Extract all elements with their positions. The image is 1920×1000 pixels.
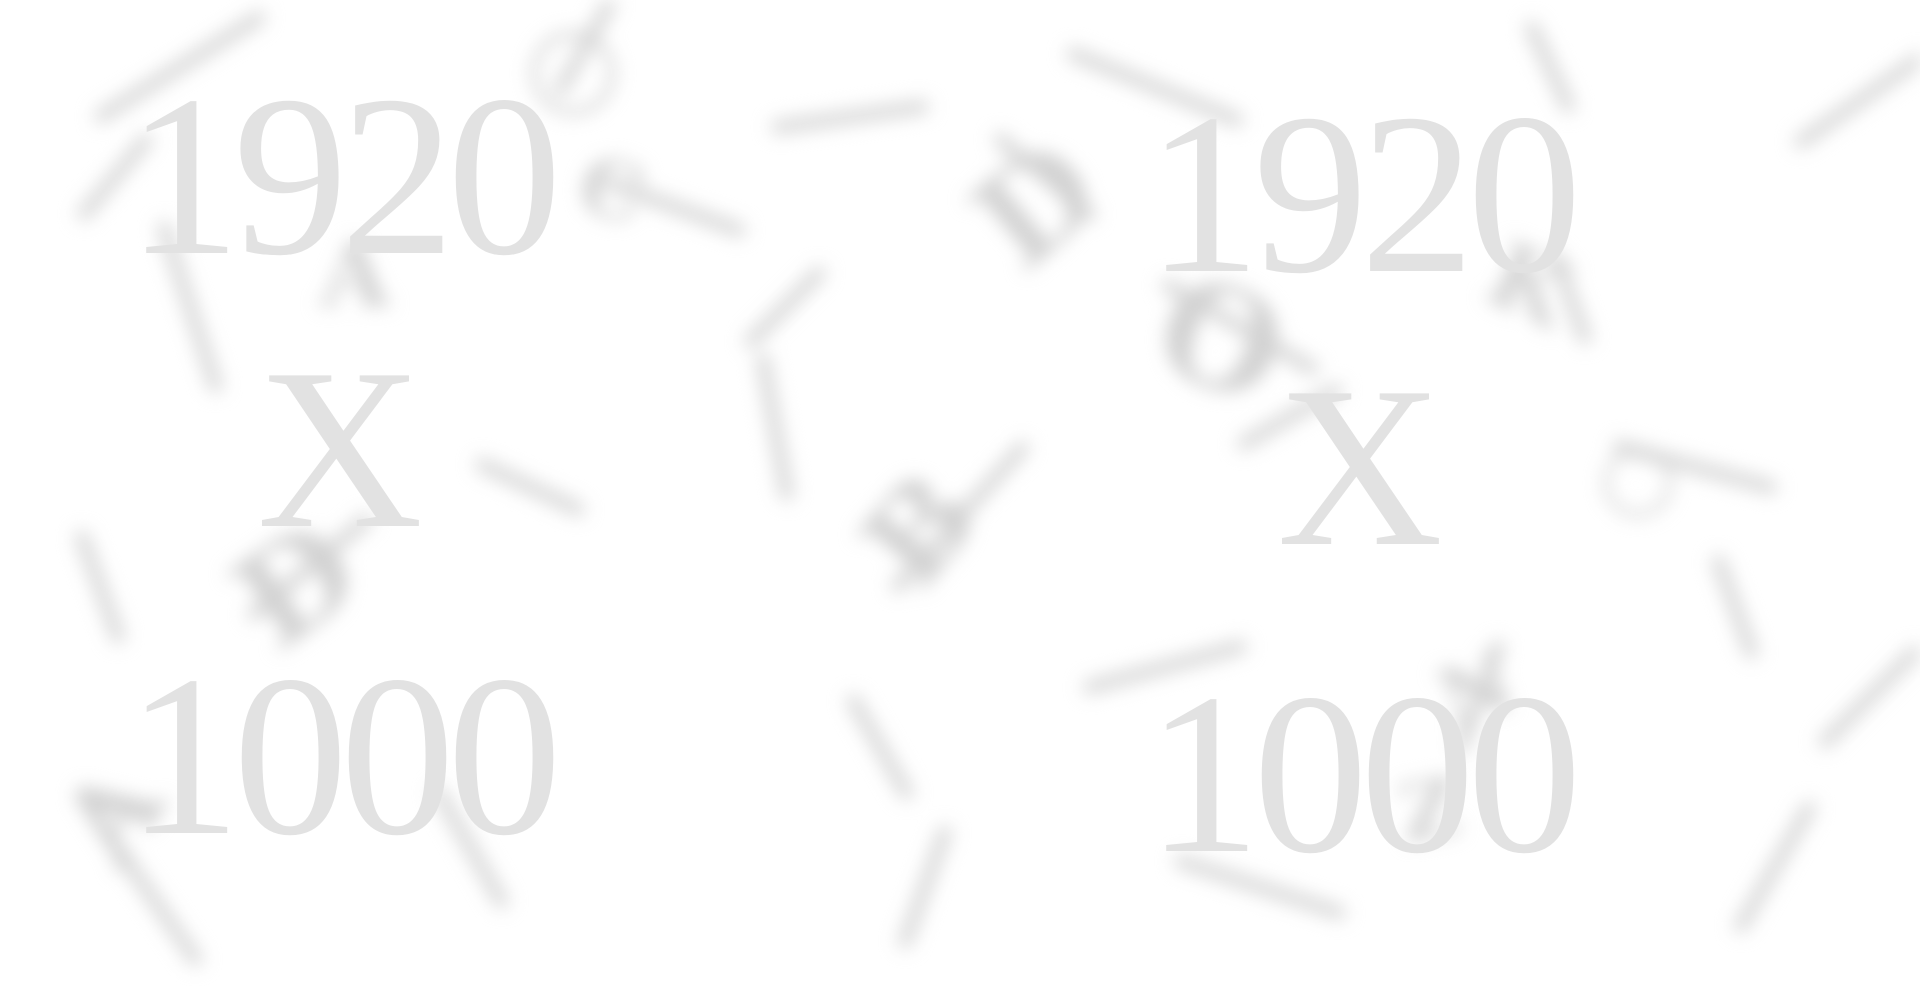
dimension-label-right: 1920 X 1000 (1080, 74, 1640, 934)
width-text: 1920 (1146, 66, 1582, 321)
width-text: 1920 (126, 48, 562, 303)
separator-text: X (1276, 339, 1444, 594)
height-text: 1000 (1146, 646, 1582, 901)
height-text: 1000 (126, 628, 562, 883)
dimension-label-left: 1920 X 1000 (60, 56, 620, 916)
separator-text: X (256, 321, 424, 576)
